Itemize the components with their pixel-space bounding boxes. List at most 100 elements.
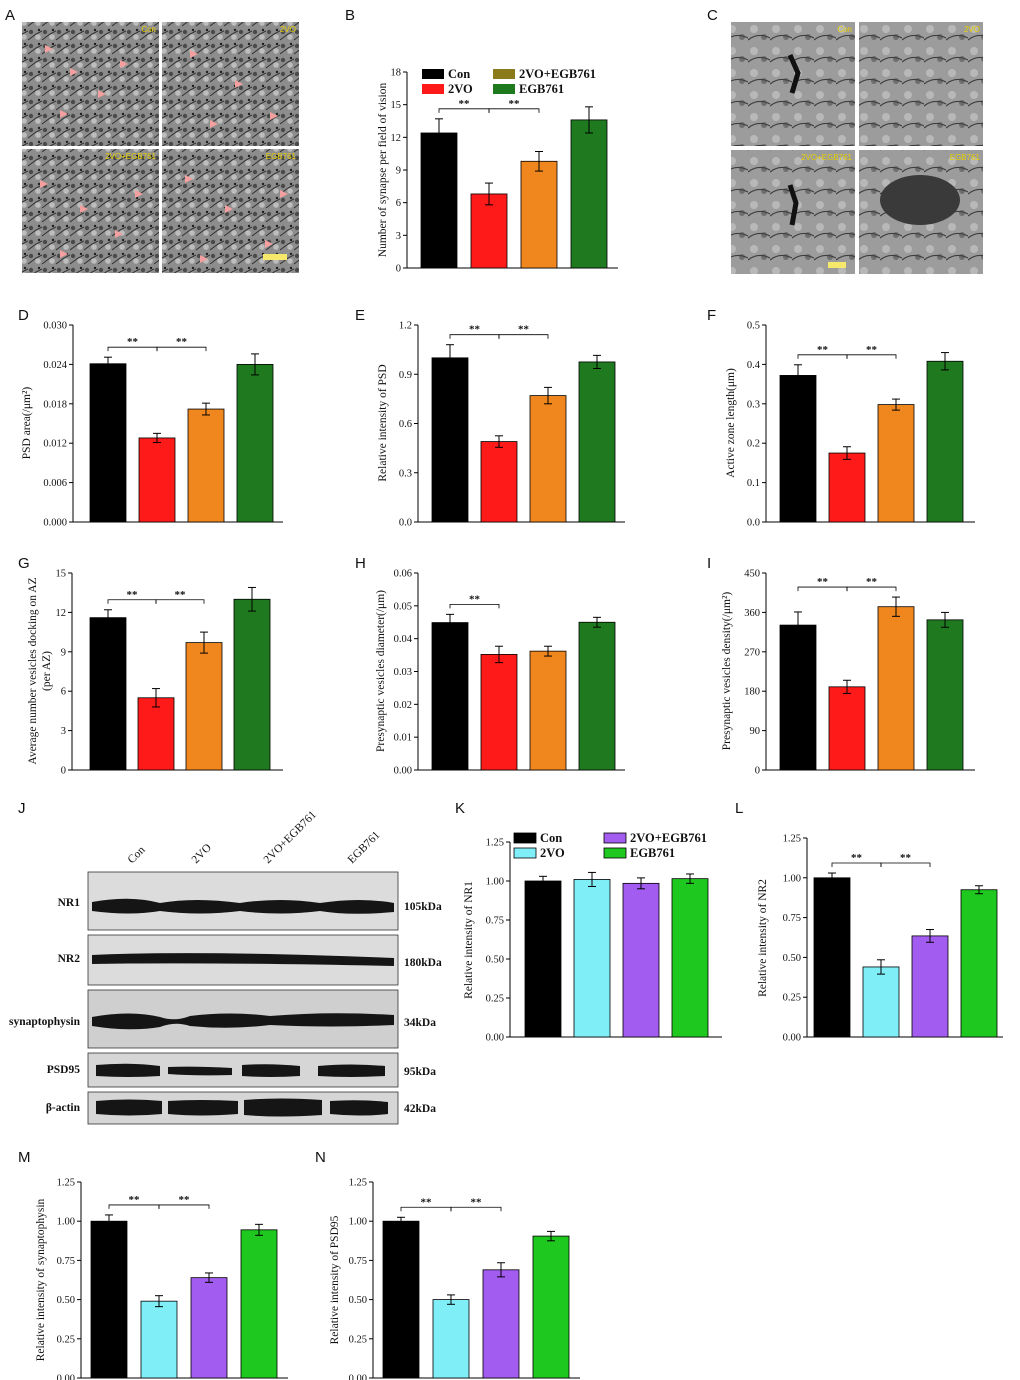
bar-2vo	[137, 697, 175, 771]
y-tick-label: 0.75	[486, 916, 504, 927]
protein-label: NR2	[58, 953, 81, 965]
chart-i: 0 90 180 270 360 450 Presynaptic vesicles dens…	[721, 569, 975, 777]
bar-2vo	[573, 879, 611, 1038]
legend-label: EGB761	[630, 846, 675, 860]
band-nr1	[92, 898, 394, 914]
y-tick-label: 1.2	[399, 321, 412, 332]
bar-egb761	[570, 119, 608, 269]
y-axis-label: PSD area(/μm²)	[21, 387, 33, 460]
y-tick-label: 0.25	[57, 1334, 75, 1345]
y-tick-label: 0.1	[747, 478, 760, 489]
y-tick-label: 0.2	[747, 439, 760, 450]
y-tick-label: 18	[391, 68, 402, 79]
bar-egb761	[578, 621, 616, 771]
em-panel-a: Con 2VO 2VO+EGB761 EGB761	[22, 22, 299, 273]
lane-label: 2VO+EGB761	[262, 809, 320, 867]
legend-label: 2VO	[448, 82, 473, 96]
bar-2vo	[140, 1300, 178, 1379]
bar-egb761	[926, 360, 964, 523]
y-tick-label: 0.00	[486, 1033, 504, 1044]
bar-2vo-egb761	[190, 1277, 228, 1379]
significance-marker: **	[900, 852, 912, 864]
y-axis-label: Relative intensity of NR1	[463, 881, 475, 999]
significance-marker: **	[459, 98, 471, 110]
significance-bracket	[449, 603, 500, 609]
significance-bracket	[846, 586, 897, 592]
lane-label: Con	[126, 844, 148, 866]
significance-marker: **	[817, 344, 829, 356]
em-tag-con: Con	[837, 25, 852, 34]
y-tick-label: 0.024	[43, 360, 67, 371]
y-tick-label: 0.00	[57, 1374, 75, 1380]
bar-2vo	[480, 654, 518, 771]
y-tick-label: 0	[61, 766, 66, 777]
y-tick-label: 0.02	[394, 700, 412, 711]
legend-swatch	[513, 847, 537, 859]
em-tag-2vo: 2VO	[964, 25, 980, 34]
bar-2vo	[862, 966, 900, 1038]
y-tick-label: 0.000	[43, 518, 67, 529]
bar-con	[89, 617, 127, 771]
legend-swatch	[603, 832, 627, 844]
chart-k: 0.00 0.25 0.50 0.75 1.00 1.25 Relative intensi…	[463, 838, 722, 1044]
panel-letter-k: K	[455, 800, 465, 817]
y-axis-label: (per AZ)	[41, 651, 53, 691]
y-tick-label: 0.04	[394, 634, 413, 645]
bar-egb761	[578, 361, 616, 523]
bar-con	[431, 622, 469, 771]
y-axis-label: Presynaptic vesicles density(/μm²)	[721, 592, 733, 751]
bar-2vo	[432, 1299, 470, 1379]
legend-b: Con 2VO 2VO+EGB761 EGB761	[422, 67, 596, 96]
em-image-a-egb761	[162, 149, 299, 273]
bar-2vo	[480, 441, 518, 523]
y-tick-label: 1.00	[349, 1217, 367, 1228]
significance-bracket	[450, 1206, 502, 1212]
bar-2vo	[138, 437, 176, 523]
y-tick-label: 0	[755, 766, 760, 777]
legend-swatch	[422, 69, 444, 79]
legend-swatch	[422, 84, 444, 94]
legend-swatch	[603, 847, 627, 859]
y-tick-label: 0.25	[349, 1334, 367, 1345]
western-blot-panel: Con 2VO 2VO+EGB761 EGB761 NR1 NR2 synapt…	[9, 809, 442, 1125]
bar-con	[382, 1220, 420, 1379]
y-tick-label: 0.50	[486, 955, 504, 966]
y-tick-label: 0.012	[43, 439, 67, 450]
scale-bar	[263, 254, 287, 260]
y-tick-label: 270	[744, 647, 760, 658]
y-axis-label: Average number vesicles docking on AZ	[27, 577, 39, 764]
significance-marker: **	[127, 589, 139, 601]
bar-2vo-egb761	[877, 606, 915, 771]
em-image-a-con	[22, 22, 159, 146]
chart-e: 0.0 0.3 0.6 0.9 1.2 Relative intensity of PSD…	[377, 321, 625, 529]
bar-2vo-egb761	[877, 404, 915, 523]
bar-con	[779, 375, 817, 523]
panel-letter-j: J	[18, 800, 26, 817]
bar-2vo	[828, 452, 866, 523]
significance-marker: **	[866, 576, 878, 588]
bar-egb761	[926, 619, 964, 771]
y-tick-label: 1.00	[486, 877, 504, 888]
y-tick-label: 0.9	[399, 370, 412, 381]
em-image-a-2vo-egb761	[22, 149, 159, 273]
chart-l: 0.00 0.25 0.50 0.75 1.00 1.25 Relative intensi…	[757, 834, 1003, 1044]
y-tick-label: 0.0	[747, 518, 760, 529]
significance-marker: **	[127, 336, 139, 348]
significance-marker: **	[509, 98, 521, 110]
panel-letter-i: I	[707, 555, 711, 572]
panel-letter-a: A	[5, 7, 15, 24]
y-tick-label: 0.03	[394, 667, 412, 678]
significance-marker: **	[518, 324, 530, 336]
bar-egb761	[233, 598, 271, 771]
chart-m: 0.00 0.25 0.50 0.75 1.00 1.25 Relative intensi…	[35, 1178, 288, 1380]
kda-label: 42kDa	[404, 1103, 436, 1115]
bar-2vo-egb761	[529, 650, 567, 771]
bar-con	[813, 877, 851, 1038]
y-tick-label: 6	[61, 687, 66, 698]
significance-bracket	[158, 1204, 210, 1209]
y-tick-label: 0.75	[57, 1256, 75, 1267]
panel-letter-c: C	[707, 7, 718, 24]
bar-egb761	[671, 878, 709, 1038]
